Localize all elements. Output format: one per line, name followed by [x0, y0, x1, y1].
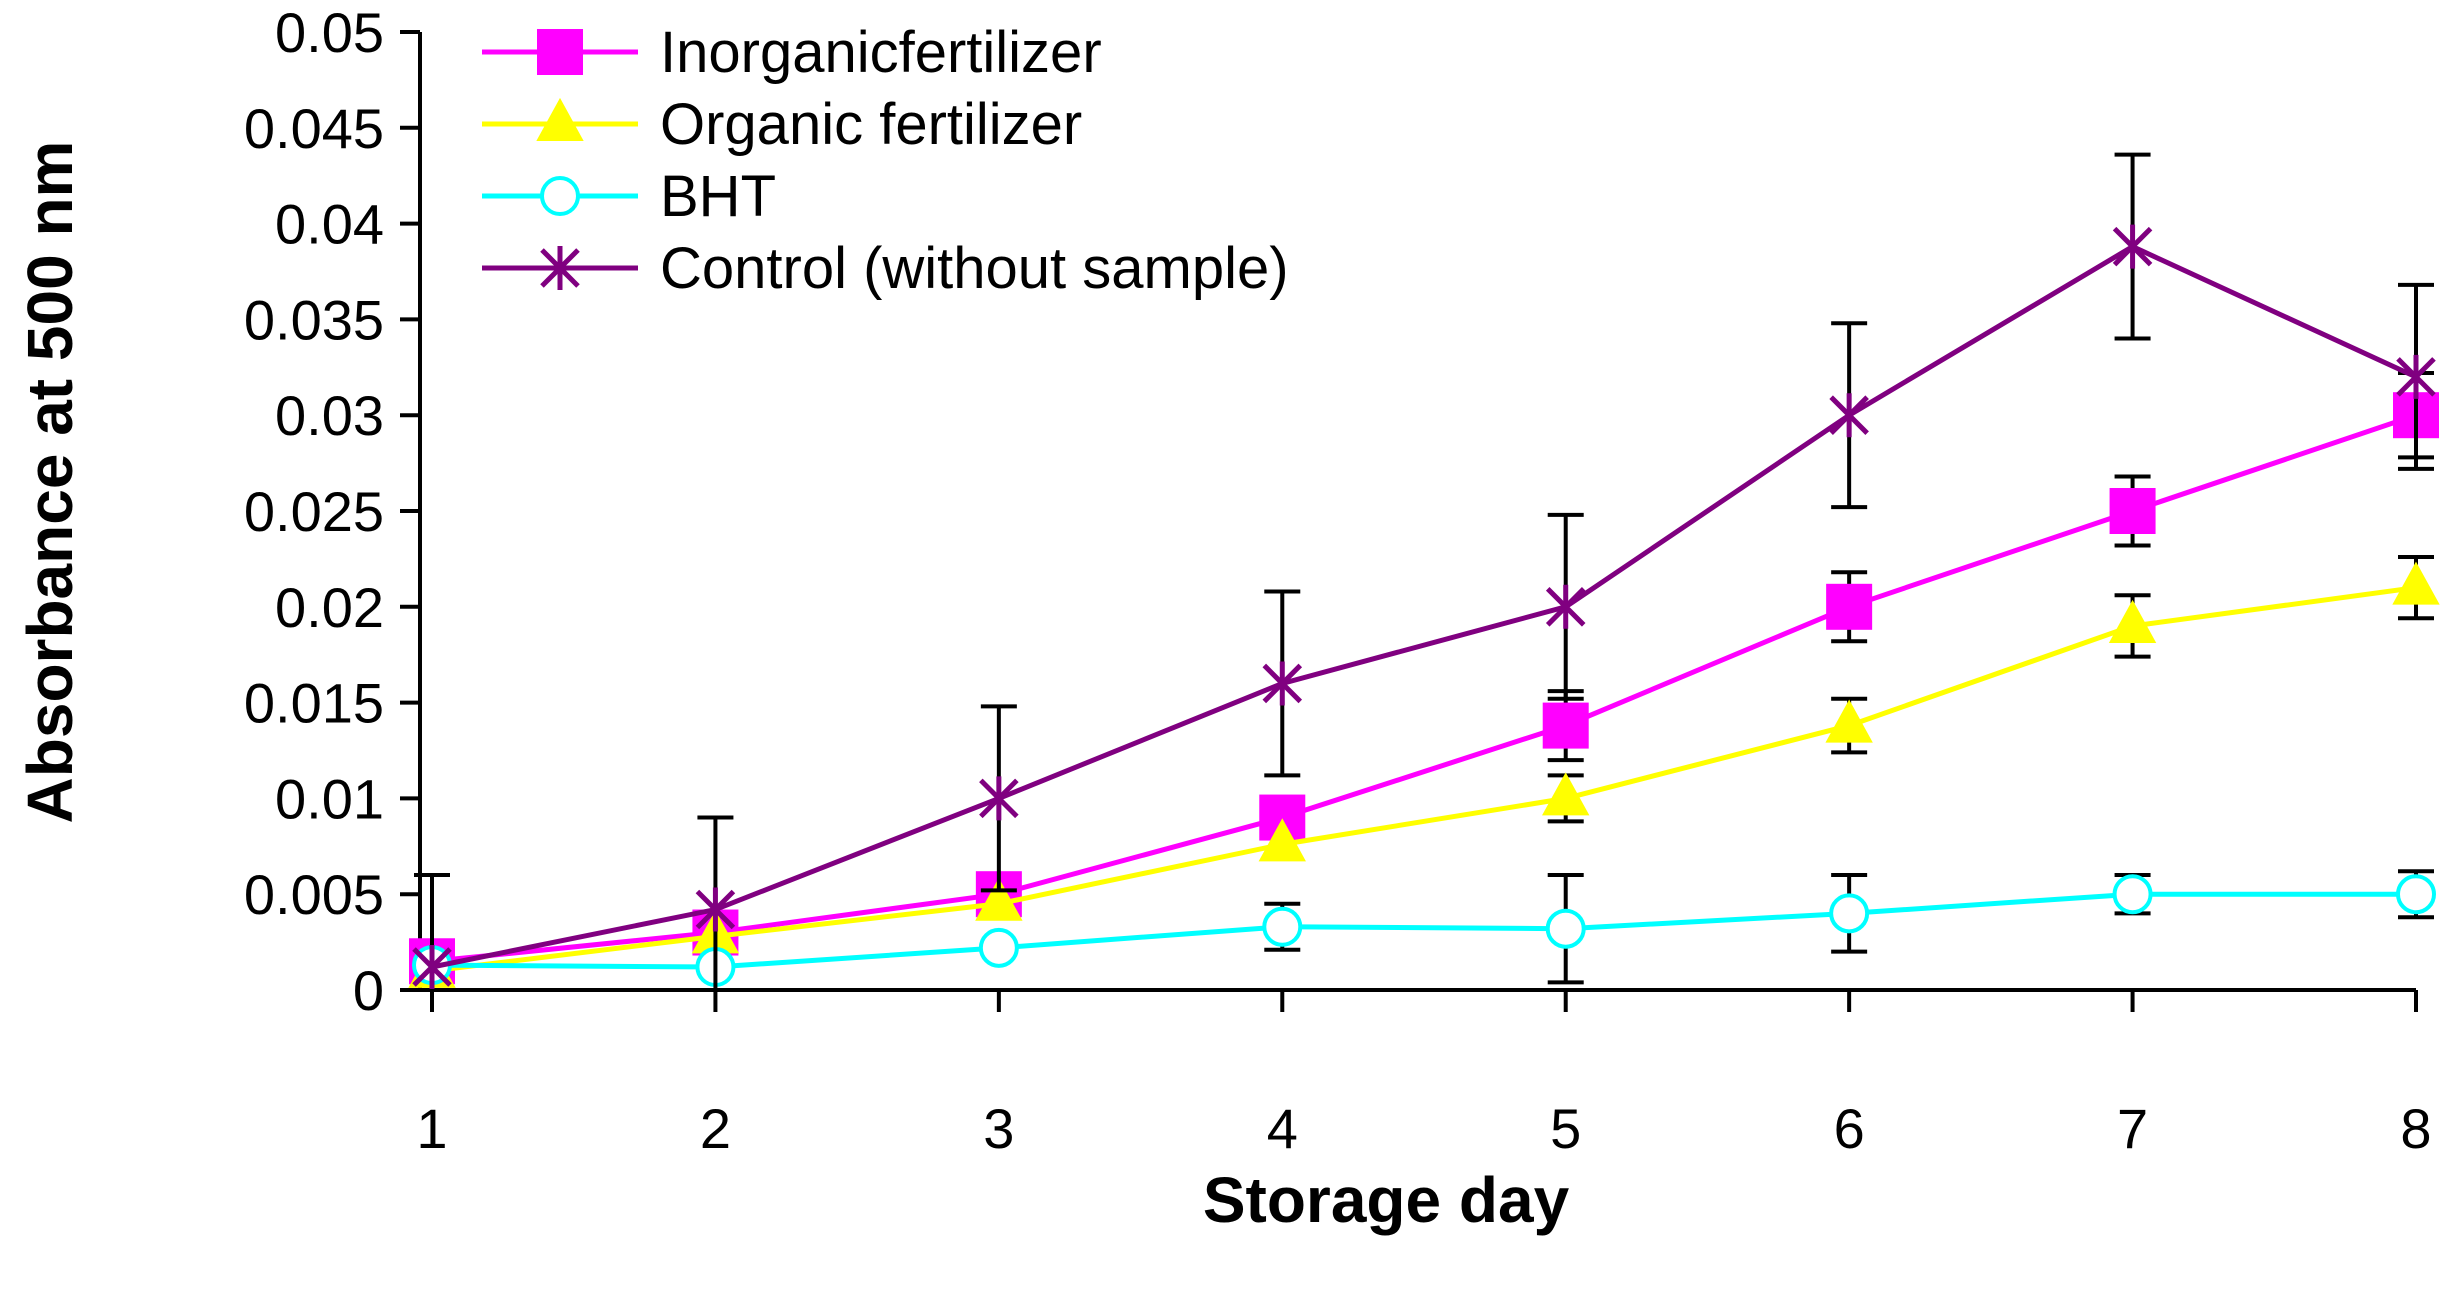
x-tick-label: 8 — [2400, 1097, 2431, 1160]
legend-marker — [540, 176, 580, 216]
data-point — [2392, 561, 2440, 605]
data-point — [979, 776, 1019, 821]
x-tick-label: 2 — [700, 1097, 731, 1160]
data-point — [1262, 661, 1303, 706]
data-point — [412, 945, 452, 990]
series — [408, 152, 2440, 992]
legend-label: Organic fertilizer — [660, 92, 1082, 157]
legend-label: Control (without sample) — [660, 236, 1289, 301]
data-point — [1262, 906, 1303, 947]
y-tick-label: 0.01 — [275, 767, 384, 830]
series-line — [431, 891, 2416, 970]
data-point — [1829, 393, 1869, 438]
x-axis-title: Storage day — [1203, 1164, 1570, 1236]
series-organic-fertilizer — [408, 554, 2440, 988]
data-point — [978, 927, 1019, 968]
y-tick-label: 0.015 — [244, 672, 384, 735]
data-point — [1545, 584, 1586, 629]
data-point — [2112, 224, 2153, 269]
series-line — [431, 585, 2417, 974]
data-point — [1258, 818, 1306, 862]
y-tick-label: 0 — [353, 959, 384, 1022]
x-tick-label: 5 — [1550, 1097, 1581, 1160]
data-point — [2112, 874, 2153, 915]
x-tick-label: 6 — [1834, 1097, 1865, 1160]
legend-item-inorganic-fertilizer: Inorganicfertilizer — [482, 20, 1102, 85]
y-tick-label: 0.025 — [244, 480, 384, 543]
x-tick-label: 1 — [416, 1097, 447, 1160]
tick-labels: 0 0.005 0.01 0.015 0.02 0.025 0.03 0.035 0.04 0.0… — [244, 1, 2432, 1160]
legend-label: Inorganicfertilizer — [660, 20, 1102, 85]
data-point — [975, 877, 1023, 921]
legend-marker — [537, 29, 583, 75]
data-point — [1542, 702, 1589, 749]
x-tick-label: 7 — [2117, 1097, 2148, 1160]
series-line — [431, 243, 2418, 970]
series-line — [431, 412, 2417, 964]
y-tick-label: 0.005 — [244, 863, 384, 926]
data-point — [695, 887, 736, 932]
legend-item-control-without-sample: Control (without sample) — [482, 236, 1289, 301]
legend-marker — [536, 97, 584, 141]
data-point — [1826, 583, 1873, 630]
y-tick-label: 0.04 — [275, 193, 384, 256]
legend: Inorganicfertilizer Organic fertilizer BHT… — [482, 20, 1289, 301]
data-point — [1825, 699, 1873, 743]
data-point — [1545, 908, 1586, 949]
y-tick-label: 0.05 — [275, 1, 384, 64]
data-point — [1542, 772, 1590, 816]
legend-label: BHT — [660, 164, 776, 229]
y-tick-label: 0.035 — [244, 288, 384, 351]
data-point — [2396, 354, 2436, 399]
data-point — [2108, 599, 2157, 643]
legend-item-bht: BHT — [482, 164, 776, 229]
data-point — [2109, 488, 2156, 534]
y-tick-label: 0.02 — [275, 576, 384, 639]
y-axis-title: Absorbance at 500 nm — [14, 141, 86, 824]
y-tick-label: 0.03 — [275, 384, 384, 447]
y-tick-label: 0.045 — [244, 97, 384, 160]
x-tick-label: 4 — [1267, 1097, 1298, 1160]
axes — [400, 30, 2418, 1012]
data-point — [2396, 874, 2436, 915]
legend-marker — [540, 246, 580, 290]
series-control-without-sample — [412, 152, 2436, 992]
data-point — [1829, 893, 1870, 934]
legend-item-organic-fertilizer: Organic fertilizer — [482, 92, 1082, 157]
x-tick-label: 3 — [983, 1097, 1014, 1160]
